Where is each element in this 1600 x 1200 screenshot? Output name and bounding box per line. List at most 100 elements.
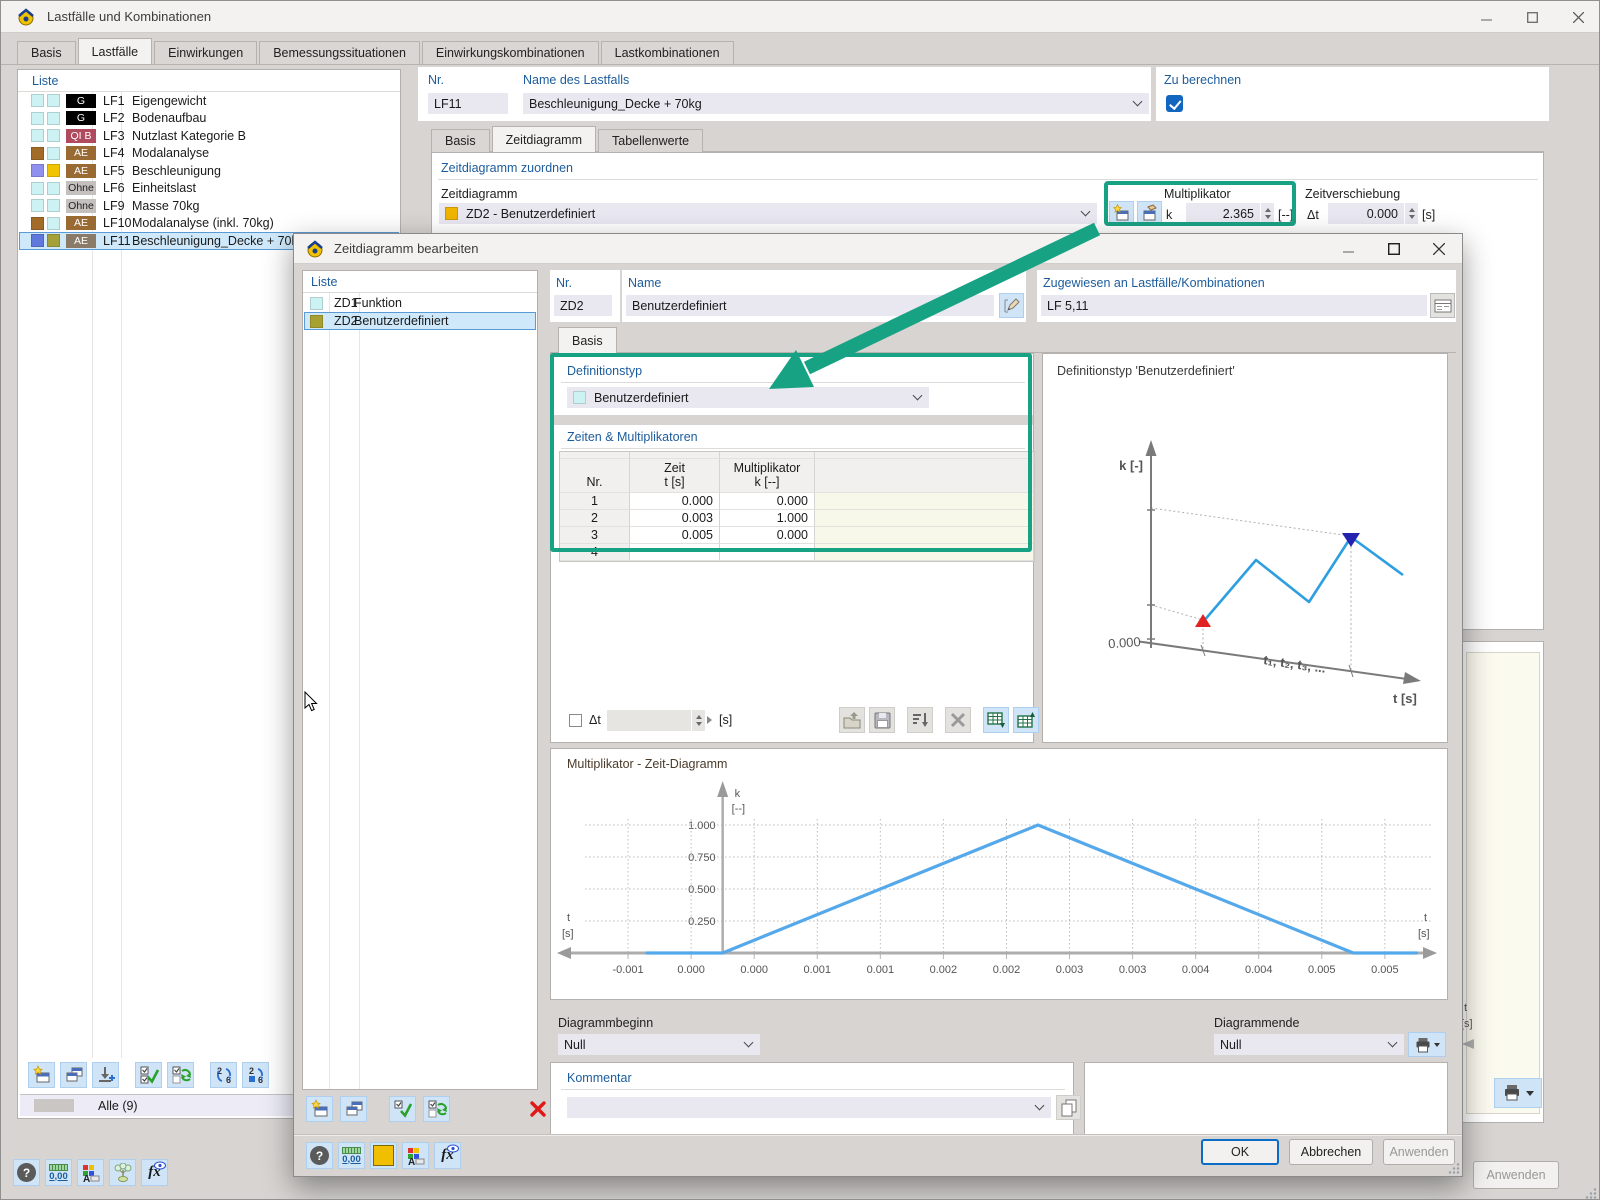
minimize-icon[interactable] <box>1463 2 1509 32</box>
subtab-basis[interactable]: Basis <box>431 129 490 152</box>
row-number: 4 <box>560 544 630 561</box>
tab-lastkombinationen[interactable]: Lastkombinationen <box>600 41 734 64</box>
multiplier-input[interactable]: 2.365 <box>1186 203 1260 224</box>
check-all-icon[interactable] <box>389 1096 416 1122</box>
delete-zd-icon[interactable] <box>524 1096 551 1122</box>
help-icon[interactable]: ? <box>306 1142 333 1169</box>
cell-time[interactable]: 0.005 <box>630 527 720 544</box>
formula-icon[interactable]: fx <box>141 1159 168 1186</box>
display-colors-icon[interactable]: A <box>402 1142 429 1169</box>
load-case-row[interactable]: Ohne LF6 Einheitslast <box>19 180 399 198</box>
compute-checkbox[interactable] <box>1166 95 1183 112</box>
model-tree-icon[interactable] <box>109 1159 136 1186</box>
cell-time[interactable] <box>630 544 720 561</box>
deftype-dropdown[interactable]: Benutzerdefiniert <box>567 387 929 408</box>
sort-icon[interactable] <box>907 707 933 733</box>
copy-load-case-icon[interactable] <box>60 1062 87 1088</box>
maximize-icon[interactable] <box>1509 2 1555 32</box>
invert-check-icon[interactable] <box>167 1062 194 1088</box>
resize-grip[interactable] <box>1448 1162 1460 1174</box>
tab-einwirkungskombinationen[interactable]: Einwirkungskombinationen <box>421 41 599 64</box>
load-case-row[interactable]: AE LF10 Modalanalyse (inkl. 70kg) <box>19 215 399 233</box>
cell-multiplier[interactable]: 0.000 <box>720 493 815 510</box>
new-load-case-icon[interactable] <box>28 1062 55 1088</box>
import-table-icon[interactable] <box>839 707 865 733</box>
maximize-icon[interactable] <box>1372 234 1416 264</box>
play-icon[interactable] <box>707 716 712 724</box>
units-icon[interactable]: 0,00 <box>338 1142 365 1169</box>
time-shift-stepper[interactable] <box>1405 203 1418 224</box>
rename-icon[interactable] <box>999 293 1024 318</box>
nr-field[interactable]: LF11 <box>428 93 508 114</box>
print-button-main[interactable] <box>1494 1078 1542 1108</box>
subtab-zeitdiagramm[interactable]: Zeitdiagramm <box>491 126 596 152</box>
cell-multiplier[interactable] <box>720 544 815 561</box>
cell-time[interactable]: 0.000 <box>630 493 720 510</box>
apply-button[interactable]: Anwenden <box>1383 1139 1455 1165</box>
check-all-icon[interactable] <box>135 1062 162 1088</box>
excel-import-icon[interactable] <box>983 707 1009 733</box>
cancel-button[interactable]: Abbrechen <box>1289 1139 1373 1165</box>
cell-time[interactable]: 0.003 <box>630 510 720 527</box>
diagram-end-dropdown[interactable]: Null <box>1214 1034 1404 1055</box>
zd-row[interactable]: ZD2 Benutzerdefiniert <box>304 312 536 330</box>
dt-step-input[interactable] <box>607 710 691 731</box>
minimize-icon[interactable] <box>1326 234 1370 264</box>
dt-label: Δt <box>1307 208 1319 222</box>
invert-check-icon[interactable] <box>423 1096 450 1122</box>
load-case-row[interactable]: AE LF4 Modalanalyse <box>19 145 399 163</box>
load-case-row[interactable]: QI B LF3 Nutzlast Kategorie B <box>19 127 399 145</box>
assigned-table-icon[interactable] <box>1430 293 1455 318</box>
copy-comment-icon[interactable] <box>1056 1095 1081 1120</box>
dialog-tab-basis[interactable]: Basis <box>558 327 617 353</box>
units-icon[interactable]: 0,00 <box>45 1159 72 1186</box>
help-icon[interactable]: ? <box>13 1159 40 1186</box>
display-colors-icon[interactable]: A <box>77 1159 104 1186</box>
formula-icon[interactable]: fx <box>434 1142 461 1169</box>
close-icon[interactable] <box>1418 234 1460 264</box>
diagram-begin-dropdown[interactable]: Null <box>558 1034 760 1055</box>
tab-basis[interactable]: Basis <box>17 41 76 64</box>
import-load-case-icon[interactable] <box>92 1062 119 1088</box>
multiplier-stepper[interactable] <box>1261 203 1274 224</box>
apply-button-main[interactable]: Anwenden <box>1473 1161 1559 1189</box>
comment-dropdown[interactable] <box>567 1097 1051 1118</box>
load-case-row[interactable]: Ohne LF9 Masse 70kg <box>19 197 399 215</box>
zd-row[interactable]: ZD1 Funktion <box>304 294 536 312</box>
cell-multiplier[interactable]: 0.000 <box>720 527 815 544</box>
cell-multiplier[interactable]: 1.000 <box>720 510 815 527</box>
close-icon[interactable] <box>1555 2 1599 32</box>
zd-nr-field[interactable]: ZD2 <box>554 295 612 316</box>
zd-name-field[interactable]: Benutzerdefiniert <box>626 295 994 316</box>
load-case-name-dropdown[interactable]: Beschleunigung_Decke + 70kg <box>523 93 1149 114</box>
load-case-row[interactable]: AE LF5 Beschleunigung <box>19 162 399 180</box>
dt-stepper[interactable] <box>692 710 705 731</box>
dt-checkbox[interactable] <box>569 714 582 727</box>
copy-zd-icon[interactable] <box>340 1096 367 1122</box>
color-swatch-icon[interactable] <box>370 1142 397 1169</box>
subtab-tabellenwerte[interactable]: Tabellenwerte <box>598 129 704 152</box>
tab-lastfaelle[interactable]: Lastfälle <box>77 38 153 64</box>
print-chart-icon[interactable] <box>1408 1032 1446 1057</box>
cell-empty[interactable] <box>815 493 1034 510</box>
tab-einwirkungen[interactable]: Einwirkungen <box>154 41 258 64</box>
time-shift-input[interactable]: 0.000 <box>1328 203 1404 224</box>
assigned-field[interactable]: LF 5,11 <box>1041 295 1427 316</box>
edit-zeitdiagramm-icon[interactable] <box>1137 201 1162 226</box>
ok-button[interactable]: OK <box>1201 1139 1279 1165</box>
tab-bemessungssituationen[interactable]: Bemessungssituationen <box>259 41 420 64</box>
cell-empty[interactable] <box>815 510 1034 527</box>
zeitdiagramm-dropdown[interactable]: ZD2 - Benutzerdefiniert <box>439 203 1097 224</box>
load-case-row[interactable]: G LF1 Eigengewicht <box>19 92 399 110</box>
zeitverschiebung-label: Zeitverschiebung <box>1305 187 1401 201</box>
clear-table-icon[interactable] <box>945 707 971 733</box>
excel-export-icon[interactable] <box>1013 707 1039 733</box>
cell-empty[interactable] <box>815 527 1034 544</box>
resize-grip[interactable] <box>1585 1187 1597 1199</box>
cell-empty[interactable] <box>815 544 1034 561</box>
new-zd-icon[interactable] <box>306 1096 333 1122</box>
load-case-row[interactable]: G LF2 Bodenaufbau <box>19 110 399 128</box>
save-table-icon[interactable] <box>869 707 895 733</box>
